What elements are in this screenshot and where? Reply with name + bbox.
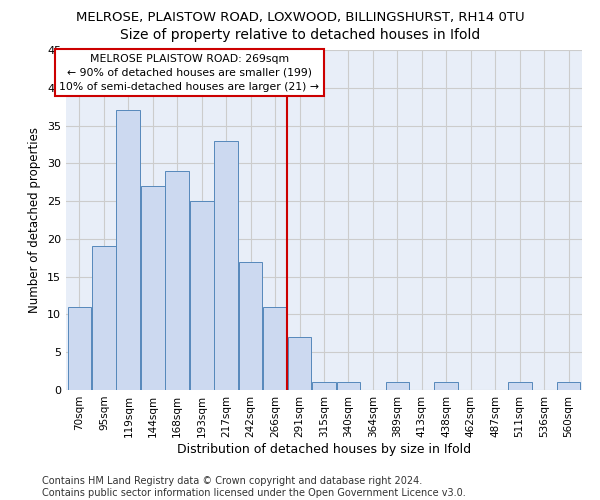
Bar [239, 262, 262, 390]
Bar [557, 382, 580, 390]
Bar [190, 201, 214, 390]
Bar [287, 337, 311, 390]
Bar [214, 140, 238, 390]
Bar [68, 307, 91, 390]
Bar [141, 186, 164, 390]
Text: MELROSE PLAISTOW ROAD: 269sqm
← 90% of detached houses are smaller (199)
10% of : MELROSE PLAISTOW ROAD: 269sqm ← 90% of d… [59, 54, 319, 92]
Bar [508, 382, 532, 390]
Bar [116, 110, 140, 390]
Bar [92, 246, 116, 390]
Bar [337, 382, 361, 390]
Bar [166, 171, 189, 390]
Text: MELROSE, PLAISTOW ROAD, LOXWOOD, BILLINGSHURST, RH14 0TU: MELROSE, PLAISTOW ROAD, LOXWOOD, BILLING… [76, 11, 524, 24]
Y-axis label: Number of detached properties: Number of detached properties [28, 127, 41, 313]
Bar [263, 307, 287, 390]
Bar [312, 382, 336, 390]
Bar [434, 382, 458, 390]
X-axis label: Distribution of detached houses by size in Ifold: Distribution of detached houses by size … [177, 442, 471, 456]
Text: Size of property relative to detached houses in Ifold: Size of property relative to detached ho… [120, 28, 480, 42]
Bar [386, 382, 409, 390]
Text: Contains HM Land Registry data © Crown copyright and database right 2024.
Contai: Contains HM Land Registry data © Crown c… [42, 476, 466, 498]
